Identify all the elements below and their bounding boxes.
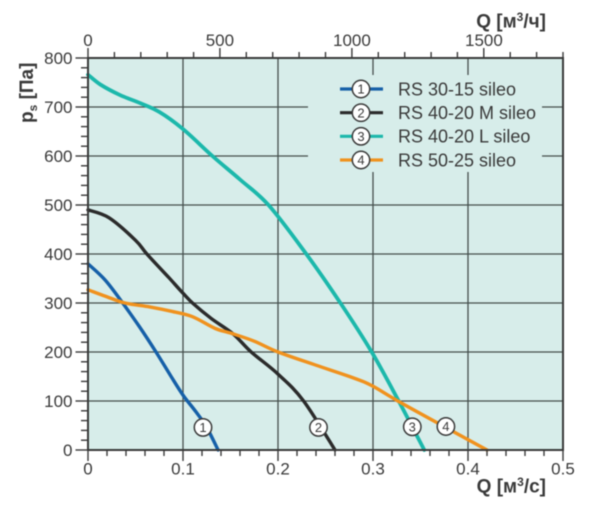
svg-text:1: 1 xyxy=(357,82,364,97)
svg-text:700: 700 xyxy=(44,98,72,117)
svg-text:200: 200 xyxy=(44,343,72,362)
svg-text:500: 500 xyxy=(44,196,72,215)
svg-text:0.2: 0.2 xyxy=(266,460,290,479)
svg-text:3: 3 xyxy=(409,420,416,435)
svg-text:RS 40-20 M sileo: RS 40-20 M sileo xyxy=(398,103,536,123)
svg-text:0: 0 xyxy=(63,441,72,460)
svg-text:4: 4 xyxy=(442,419,449,434)
svg-text:RS 30-15 sileo: RS 30-15 sileo xyxy=(398,79,516,99)
svg-text:0.5: 0.5 xyxy=(551,460,575,479)
svg-text:2: 2 xyxy=(315,420,322,435)
svg-text:800: 800 xyxy=(44,49,72,68)
svg-text:100: 100 xyxy=(44,392,72,411)
svg-text:4: 4 xyxy=(357,153,364,168)
svg-text:0: 0 xyxy=(83,460,92,479)
svg-text:ps [Па]: ps [Па] xyxy=(17,63,40,123)
svg-text:1: 1 xyxy=(199,420,206,435)
svg-text:Q [м3/c]: Q [м3/c] xyxy=(477,475,546,498)
svg-text:400: 400 xyxy=(44,245,72,264)
svg-text:1000: 1000 xyxy=(333,31,371,50)
svg-text:RS 40-20 L sileo: RS 40-20 L sileo xyxy=(398,127,530,147)
svg-text:Q [м3/ч]: Q [м3/ч] xyxy=(476,10,546,33)
svg-text:1500: 1500 xyxy=(465,31,503,50)
svg-text:2: 2 xyxy=(357,105,364,120)
svg-text:0.3: 0.3 xyxy=(361,460,385,479)
svg-text:500: 500 xyxy=(206,31,234,50)
svg-text:600: 600 xyxy=(44,147,72,166)
svg-text:0: 0 xyxy=(83,31,92,50)
svg-text:300: 300 xyxy=(44,294,72,313)
svg-text:RS 50-25 sileo: RS 50-25 sileo xyxy=(398,150,516,170)
svg-text:0.4: 0.4 xyxy=(456,460,480,479)
svg-text:3: 3 xyxy=(357,129,364,144)
svg-text:0.1: 0.1 xyxy=(171,460,195,479)
